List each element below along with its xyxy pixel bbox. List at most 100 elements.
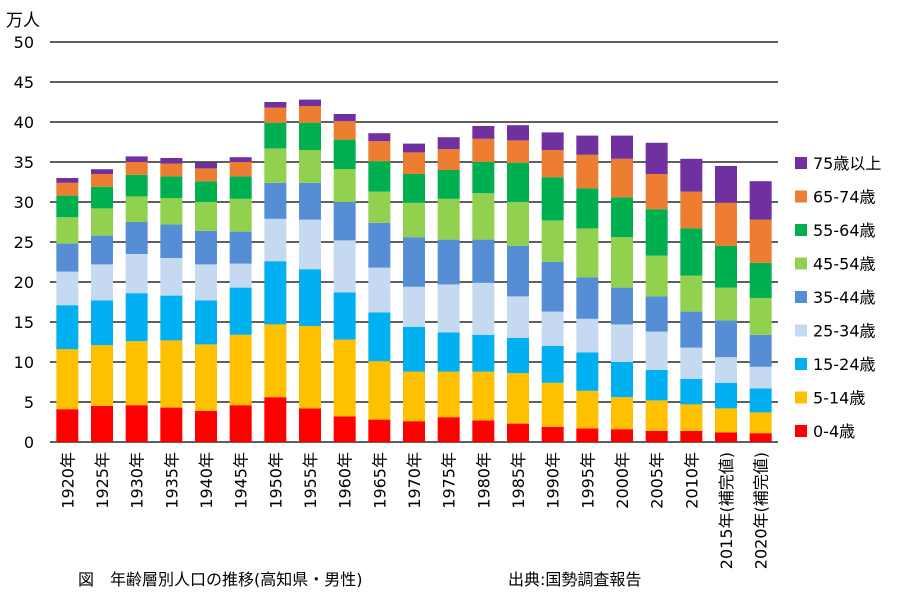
bar-segment [507,338,529,374]
bar-segment [160,224,183,258]
bar-segment [195,181,217,202]
bar-segment [472,162,495,194]
y-tick-label: 45 [14,73,34,92]
bar-segment [576,318,599,353]
bar-segment [403,286,425,327]
bar-segment [576,277,599,319]
legend-label: 0-4歳 [813,422,855,441]
bar-segment [645,400,668,431]
bar-segment [195,264,217,301]
bar-segment [576,135,599,155]
bar-segment [125,341,148,406]
bar-segment [541,382,564,427]
bar-segment [437,149,460,170]
bar-segment [680,275,703,312]
bar-segment [507,423,529,442]
legend-swatch [795,224,807,236]
bar-segment [56,305,79,350]
bar-segment [645,209,668,256]
bar-segment [437,239,460,285]
bar-segment [368,191,391,223]
bar-segment [472,138,495,162]
legend-label: 35-44歳 [813,288,876,307]
x-tick-label: 1965年 [370,452,389,509]
bar-segment [715,382,737,409]
bar-segment [749,298,772,335]
y-tick-label: 50 [14,33,34,52]
bar-segment [160,163,183,177]
bar-segment [229,157,252,162]
legend: 75歳以上 65-74歳 55-64歳 45-54歳 35-44歳 25-34歳 15-24… [795,154,881,441]
bar-segment [160,198,183,225]
bar-segment [368,133,391,142]
bar-segment [611,197,633,238]
bar-segment [507,296,529,338]
bar-segment [195,168,217,182]
bar-segment [507,162,529,202]
bar-segment [264,148,287,183]
y-tick-label: 5 [24,393,34,412]
legend-swatch [795,391,807,404]
bar-segment [680,158,703,192]
bar-segment [472,334,495,372]
bar-segment [91,264,113,301]
bar-segment [299,408,321,442]
bar-segment [229,162,252,177]
legend-swatch [795,291,807,303]
bar-segment [472,239,495,283]
bar-segment [56,349,79,410]
bar-segment [125,196,148,222]
y-tick-label: 35 [14,153,34,172]
source-caption: 出典:国勢調査報告 [508,570,642,589]
bar-segment [680,191,703,229]
bar-segment [472,282,495,335]
bar-segment [541,346,564,383]
bar-segment [715,246,737,288]
x-tick-label: 1955年 [301,452,320,509]
bar-segment [437,198,460,240]
bar-segment [611,237,633,288]
bar-segment [611,362,633,398]
bar-segment [611,397,633,430]
bar-segment [333,121,356,140]
bar-segment [507,125,529,141]
bar-segment [160,407,183,442]
bar-segment [541,311,564,346]
bar-segment [680,228,703,276]
bar-segment [576,228,599,278]
bar-segment [437,284,460,333]
bar-segment [645,370,668,401]
y-tick-label: 30 [14,193,34,212]
bar-segment [403,421,425,442]
legend-swatch [795,425,807,437]
bar-segment [125,405,148,442]
x-tick-label: 2005年 [648,452,667,509]
bar-segment [645,331,668,370]
x-tick-label: 1995年 [578,452,597,509]
bar-segment [368,312,391,362]
bar-segment [437,137,460,150]
y-tick-label: 10 [14,353,34,372]
bar-segment [437,417,460,442]
x-tick-label: 1930年 [128,452,147,509]
bar-segment [56,217,79,244]
bar-segment [125,293,148,342]
bar-segment [437,170,460,199]
x-tick-label: 1940年 [197,452,216,509]
figure-caption: 図 年齢層別人口の推移(高知県・男性) [78,570,363,589]
bar-segment [403,143,425,153]
bar-segment [333,292,356,340]
bar-segment [333,240,356,293]
legend-label: 45-54歳 [813,255,876,274]
bar-segment [541,262,564,312]
bar-segment [56,182,79,196]
bar-segment [576,188,599,229]
bar-segment [680,378,703,405]
bar-segment [715,408,737,433]
legend-swatch [795,190,807,203]
x-tick-label: 1920年 [58,452,77,509]
bar-segment [333,202,356,241]
y-tick-label: 20 [14,273,34,292]
bar-segment [264,122,287,149]
